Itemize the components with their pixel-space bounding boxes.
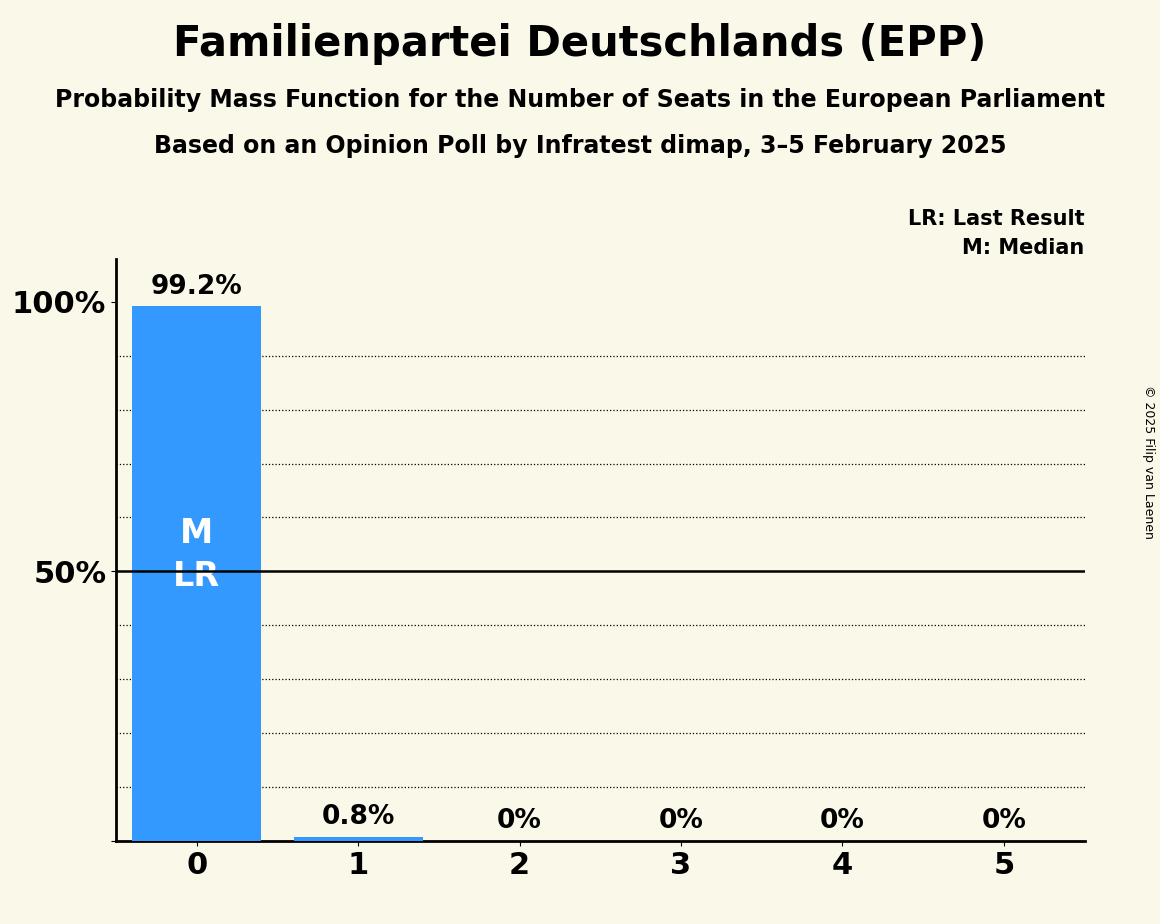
Bar xyxy=(293,836,422,841)
Text: 0%: 0% xyxy=(498,808,542,834)
Text: Familienpartei Deutschlands (EPP): Familienpartei Deutschlands (EPP) xyxy=(173,23,987,65)
Text: 99.2%: 99.2% xyxy=(151,274,242,299)
Text: © 2025 Filip van Laenen: © 2025 Filip van Laenen xyxy=(1141,385,1155,539)
Text: Based on an Opinion Poll by Infratest dimap, 3–5 February 2025: Based on an Opinion Poll by Infratest di… xyxy=(154,134,1006,158)
Text: LR: Last Result: LR: Last Result xyxy=(908,209,1085,229)
Bar xyxy=(132,306,261,841)
Text: M: M xyxy=(180,517,213,550)
Text: 0.8%: 0.8% xyxy=(321,804,394,830)
Text: 0%: 0% xyxy=(820,808,865,834)
Text: 0%: 0% xyxy=(981,808,1027,834)
Text: LR: LR xyxy=(173,560,220,593)
Text: 0%: 0% xyxy=(659,808,703,834)
Text: Probability Mass Function for the Number of Seats in the European Parliament: Probability Mass Function for the Number… xyxy=(55,88,1105,112)
Text: M: Median: M: Median xyxy=(963,238,1085,259)
